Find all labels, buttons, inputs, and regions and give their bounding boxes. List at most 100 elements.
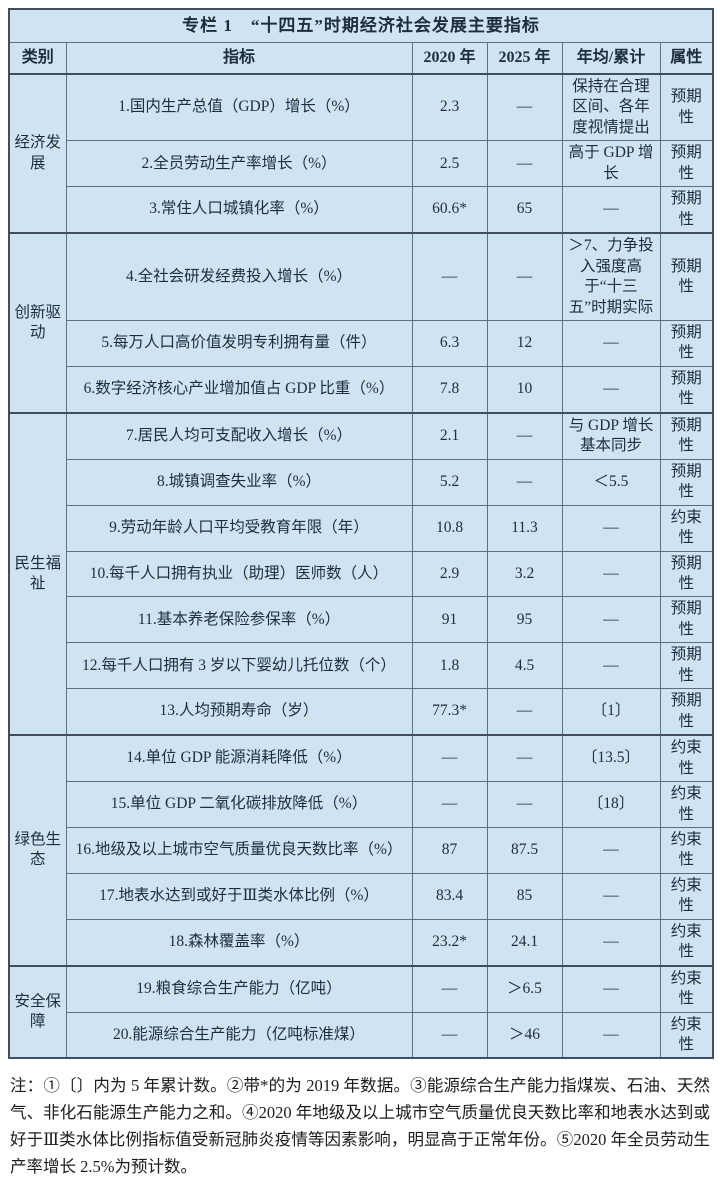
value-2020-cell: — <box>411 1011 488 1059</box>
attribute-cell: 约束性 <box>659 504 714 552</box>
value-2025-cell: 4.5 <box>486 642 563 690</box>
table-row: 10.每千人口拥有执业（助理）医师数（人） 2.9 3.2— 预期性 <box>9 550 714 598</box>
value-2025-cell: 65 <box>486 186 563 234</box>
value-2025-cell: ＞46 <box>486 1011 563 1059</box>
value-2025-cell: 10 <box>486 365 563 414</box>
value-2020-cell: 10.8 <box>411 504 488 552</box>
annual-cumulative-cell: 〔18〕 <box>561 781 661 828</box>
category-cell: 安全保障 <box>8 964 67 1059</box>
col-header-category: 类别 <box>8 42 67 75</box>
value-2025-cell: 85 <box>486 872 563 920</box>
attribute-cell: 预期性 <box>659 186 714 234</box>
indicator-cell: 14.单位 GDP 能源消耗降低（%） <box>65 734 413 783</box>
annual-cumulative-cell: 保持在合理区间、各年度视情提出 <box>561 73 661 142</box>
table-row: 9.劳动年龄人口平均受教育年限（年） 10.8 11.3— 约束性 <box>9 504 714 552</box>
value-2025-cell: — <box>486 232 563 321</box>
annual-cumulative-cell: — <box>561 826 661 874</box>
attribute-cell: 预期性 <box>659 550 714 598</box>
indicator-cell: 17.地表水达到或好于Ⅲ类水体比例（%） <box>65 872 413 920</box>
category-cell: 创新驱动 <box>8 232 67 414</box>
category-cell: 绿色生态 <box>8 734 67 967</box>
value-2025-cell: 87.5 <box>486 826 563 874</box>
table-row: 2.全员劳动生产率增长（%） 2.5— 高于 GDP 增长 预期性 <box>9 140 714 188</box>
table-row: 创新驱动 4.全社会研发经费投入增长（%） — — ＞7、力争投入强度高于“十三五”时期… <box>8 232 714 414</box>
annual-cumulative-cell: — <box>561 642 661 690</box>
annual-cumulative-cell: — <box>561 186 661 234</box>
table-row: 民生福祉 7.居民人均可支配收入增长（%） 2.1— 与 GDP 增长基本同步 预期性 <box>8 411 714 736</box>
annual-cumulative-cell: — <box>561 319 661 367</box>
value-2020-cell: 2.3 <box>411 73 488 142</box>
value-2025-cell: — <box>486 458 563 506</box>
table-row: 6.数字经济核心产业增加值占 GDP 比重（%） 7.8 10— 预期性 <box>9 365 714 414</box>
value-2025-cell: — <box>486 140 563 188</box>
table-row: 5.每万人口高价值发明专利拥有量（件） 6.3 12— 预期性 <box>9 319 714 367</box>
value-2025-cell: — <box>486 411 563 460</box>
annual-cumulative-cell: ＞7、力争投入强度高于“十三五”时期实际 <box>561 232 661 321</box>
attribute-cell: 预期性 <box>659 232 714 321</box>
value-2025-cell: — <box>486 734 563 783</box>
annual-cumulative-cell: 〔1〕 <box>561 688 661 736</box>
indicator-cell: 16.地级及以上城市空气质量优良天数比率（%） <box>65 826 413 874</box>
col-header-2020: 2020 年 <box>411 42 488 75</box>
indicator-cell: 15.单位 GDP 二氧化碳排放降低（%） <box>65 781 413 828</box>
col-header-2025: 2025 年 <box>486 42 563 75</box>
attribute-cell: 约束性 <box>659 1011 714 1059</box>
indicator-cell: 5.每万人口高价值发明专利拥有量（件） <box>65 319 413 367</box>
col-header-avg: 年均/累计 <box>561 42 661 75</box>
attribute-cell: 约束性 <box>659 872 714 920</box>
attribute-cell: 约束性 <box>659 826 714 874</box>
value-2020-cell: 77.3* <box>411 688 488 736</box>
attribute-cell: 预期性 <box>659 73 714 142</box>
attribute-cell: 预期性 <box>659 458 714 506</box>
attribute-cell: 预期性 <box>659 411 714 460</box>
annual-cumulative-cell: — <box>561 872 661 920</box>
annual-cumulative-cell: — <box>561 365 661 414</box>
indicator-cell: 8.城镇调查失业率（%） <box>65 458 413 506</box>
indicator-cell: 9.劳动年龄人口平均受教育年限（年） <box>65 504 413 552</box>
table-row: 16.地级及以上城市空气质量优良天数比率（%） 87 87.5— 约束性 <box>9 826 714 874</box>
value-2025-cell: ＞6.5 <box>486 964 563 1013</box>
annual-cumulative-cell: — <box>561 964 661 1013</box>
indicator-cell: 19.粮食综合生产能力（亿吨） <box>65 964 413 1013</box>
category-cell: 民生福祉 <box>8 411 67 736</box>
value-2025-cell: — <box>486 781 563 828</box>
attribute-cell: 约束性 <box>659 964 714 1013</box>
value-2020-cell: 87 <box>411 826 488 874</box>
table-row: 12.每千人口拥有 3 岁以下婴幼儿托位数（个） 1.8 4.5— 预期性 <box>9 642 714 690</box>
annual-cumulative-cell: — <box>561 918 661 967</box>
attribute-cell: 预期性 <box>659 688 714 736</box>
value-2020-cell: 2.1 <box>411 411 488 460</box>
table-row: 15.单位 GDP 二氧化碳排放降低（%） — — 〔18〕 约束性 <box>9 781 714 828</box>
annual-cumulative-cell: — <box>561 596 661 644</box>
attribute-cell: 约束性 <box>659 781 714 828</box>
indicator-cell: 1.国内生产总值（GDP）增长（%） <box>65 73 413 142</box>
attribute-cell: 预期性 <box>659 596 714 644</box>
value-2020-cell: 2.9 <box>411 550 488 598</box>
value-2025-cell: — <box>486 688 563 736</box>
annual-cumulative-cell: — <box>561 1011 661 1059</box>
indicator-cell: 2.全员劳动生产率增长（%） <box>65 140 413 188</box>
indicator-cell: 11.基本养老保险参保率（%） <box>65 596 413 644</box>
value-2020-cell: 6.3 <box>411 319 488 367</box>
value-2025-cell: 24.1 <box>486 918 563 967</box>
indicator-cell: 20.能源综合生产能力（亿吨标准煤） <box>65 1011 413 1059</box>
indicator-cell: 7.居民人均可支配收入增长（%） <box>65 411 413 460</box>
value-2020-cell: 1.8 <box>411 642 488 690</box>
attribute-cell: 预期性 <box>659 140 714 188</box>
indicator-cell: 12.每千人口拥有 3 岁以下婴幼儿托位数（个） <box>65 642 413 690</box>
annual-cumulative-cell: — <box>561 504 661 552</box>
value-2020-cell: 23.2* <box>411 918 488 967</box>
indicator-cell: 4.全社会研发经费投入增长（%） <box>65 232 413 321</box>
indicator-cell: 13.人均预期寿命（岁） <box>65 688 413 736</box>
annual-cumulative-cell: 与 GDP 增长基本同步 <box>561 411 661 460</box>
table-row: 11.基本养老保险参保率（%） 91 95— 预期性 <box>9 596 714 644</box>
value-2025-cell: 12 <box>486 319 563 367</box>
value-2025-cell: 3.2 <box>486 550 563 598</box>
value-2020-cell: 7.8 <box>411 365 488 414</box>
attribute-cell: 约束性 <box>659 918 714 967</box>
table-row: 3.常住人口城镇化率（%） 60.6* 65— 预期性 <box>9 186 714 234</box>
category-cell: 经济发展 <box>8 72 67 234</box>
value-2020-cell: — <box>411 964 488 1013</box>
value-2020-cell: — <box>411 232 488 321</box>
value-2020-cell: — <box>411 781 488 828</box>
